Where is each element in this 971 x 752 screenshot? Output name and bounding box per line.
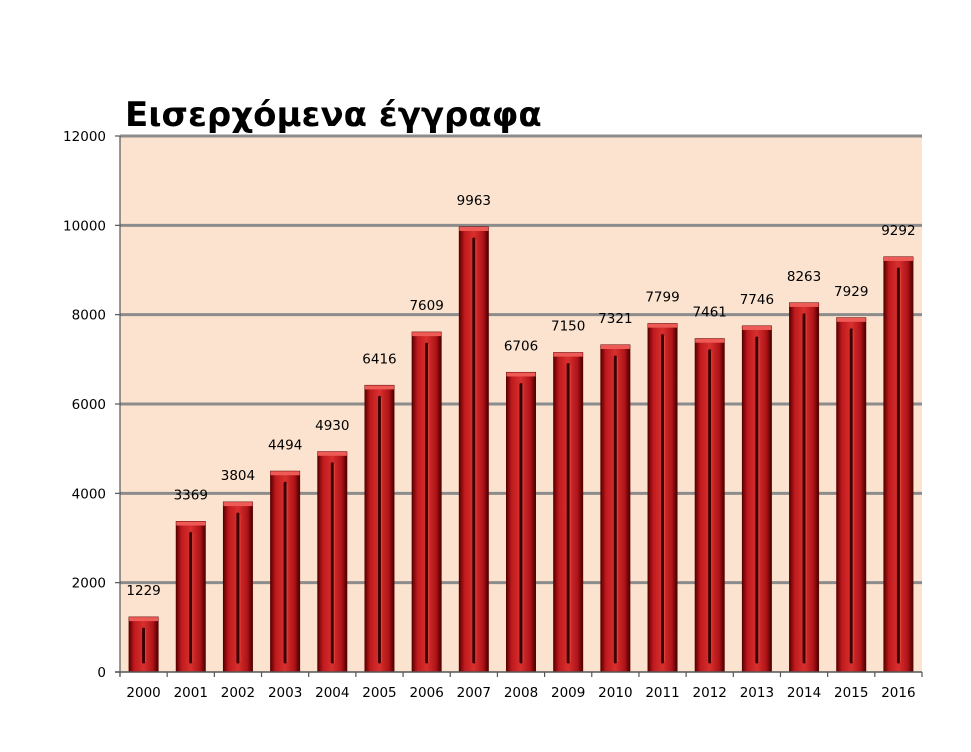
y-tick-label: 8000 [72, 308, 106, 324]
bar [883, 256, 914, 673]
data-label: 4494 [268, 437, 302, 453]
x-tick-label: 2007 [457, 685, 491, 701]
x-tick-label: 2003 [268, 685, 302, 701]
bar [694, 338, 725, 673]
y-tick-label: 6000 [72, 397, 106, 413]
bar [836, 317, 867, 673]
data-label: 3804 [221, 468, 255, 484]
bar-top-bevel [364, 385, 394, 390]
bar [128, 616, 159, 673]
data-label: 4930 [315, 418, 349, 434]
data-label: 3369 [174, 488, 208, 504]
data-label: 6706 [504, 338, 538, 354]
data-label: 8263 [787, 269, 821, 285]
x-tick-label: 2015 [834, 685, 868, 701]
data-label: 7609 [409, 298, 443, 314]
bar-top-bevel [789, 302, 819, 307]
x-tick-label: 2004 [315, 685, 349, 701]
bar-top-bevel [129, 617, 159, 622]
data-label: 7929 [834, 284, 868, 300]
x-tick-label: 2008 [504, 685, 538, 701]
bar-top-bevel [317, 451, 347, 456]
data-labels: 1229 3369 3804 4494 4930 6416 7609 9963 6706 7150… [126, 193, 915, 599]
x-tick-label: 2001 [174, 685, 208, 701]
bar-top-bevel [270, 471, 300, 476]
bar-top-bevel [553, 352, 583, 357]
x-tick-label: 2010 [598, 685, 632, 701]
bar-top-bevel [412, 332, 442, 337]
bar-top-bevel [836, 317, 866, 322]
bar-top-bevel [223, 502, 253, 507]
bar [411, 331, 442, 673]
bar [553, 352, 584, 673]
y-tick-label: 2000 [72, 576, 106, 592]
x-tick-label: 2009 [551, 685, 585, 701]
bar [600, 344, 631, 673]
bar [647, 323, 678, 673]
bar [458, 226, 489, 673]
data-label: 7150 [551, 319, 585, 335]
data-label: 7799 [645, 290, 679, 306]
bar [789, 302, 820, 673]
y-tick-label: 0 [97, 665, 106, 681]
bar [270, 470, 301, 673]
data-label: 7321 [598, 311, 632, 327]
x-tick-label: 2014 [787, 685, 821, 701]
bar [741, 325, 772, 673]
x-tick-label: 2000 [126, 685, 160, 701]
x-tick-label: 2006 [409, 685, 443, 701]
chart-title: Εισερχόμενα έγγραφα [125, 95, 542, 135]
bar-top-bevel [459, 226, 489, 231]
data-label: 6416 [362, 351, 396, 367]
x-tick-label: 2016 [881, 685, 915, 701]
y-tick-label: 4000 [72, 486, 106, 502]
bar [506, 371, 536, 673]
x-tick-label: 2013 [740, 685, 774, 701]
bar-top-bevel [648, 323, 678, 328]
bar-top-bevel [695, 338, 725, 343]
bar [364, 384, 395, 673]
data-label: 9963 [457, 193, 491, 209]
bar-top-bevel [176, 521, 206, 526]
x-axis-ticks: 2000 2001 2002 2003 2004 2005 2006 2007 2008 2009… [119, 672, 923, 701]
y-tick-label: 10000 [63, 218, 106, 234]
y-axis-ticks: 0 2000 4000 6000 8000 10000 12000 [63, 129, 120, 681]
y-tick-label: 12000 [63, 129, 106, 145]
data-label: 1229 [126, 583, 160, 599]
x-tick-label: 2002 [221, 685, 255, 701]
bar [317, 451, 348, 673]
data-label: 7461 [693, 305, 727, 321]
x-tick-label: 2011 [645, 685, 679, 701]
x-tick-label: 2012 [693, 685, 727, 701]
bar-top-bevel [742, 326, 772, 331]
bar-top-bevel [883, 256, 913, 261]
data-label: 7746 [740, 292, 774, 308]
bars [128, 226, 914, 673]
bar-top-bevel [600, 344, 630, 349]
bar [175, 521, 206, 673]
data-label: 9292 [881, 223, 915, 239]
x-tick-label: 2005 [362, 685, 396, 701]
bar-top-bevel [506, 372, 536, 377]
bar [222, 501, 253, 673]
